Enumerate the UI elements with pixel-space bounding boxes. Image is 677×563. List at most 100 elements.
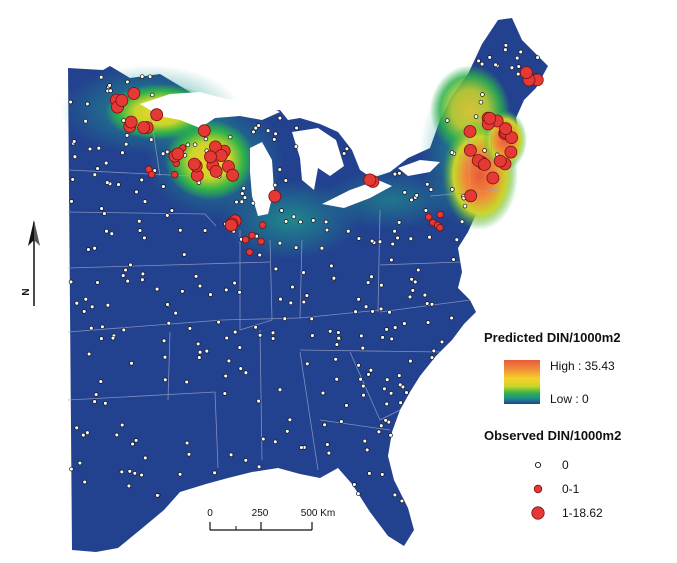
- site-marker-zero: [139, 472, 144, 478]
- site-marker-zero: [232, 329, 238, 335]
- site-marker-zero: [273, 266, 279, 272]
- site-marker-high: [505, 131, 519, 145]
- site-marker-zero: [114, 432, 120, 438]
- site-marker-zero: [273, 131, 278, 137]
- site-marker-high: [363, 173, 377, 187]
- site-marker-zero: [208, 292, 213, 297]
- north-label: N: [21, 288, 32, 295]
- site-marker-zero: [272, 182, 278, 188]
- site-marker-zero: [320, 390, 326, 396]
- site-marker-zero: [184, 379, 189, 385]
- site-marker-zero: [390, 241, 395, 247]
- site-marker-zero: [356, 297, 361, 302]
- site-marker-zero: [346, 228, 351, 234]
- site-marker-zero: [451, 257, 456, 262]
- site-marker-zero: [503, 43, 509, 48]
- site-marker-zero: [384, 327, 389, 332]
- site-marker-high: [171, 147, 185, 161]
- site-marker-zero: [143, 455, 148, 461]
- site-marker-zero: [119, 469, 125, 475]
- site-marker-high: [463, 143, 477, 157]
- site-marker-zero: [503, 47, 508, 52]
- site-marker-zero: [95, 166, 100, 171]
- site-marker-zero: [309, 316, 314, 322]
- site-marker-zero: [360, 345, 366, 351]
- site-marker-zero: [72, 154, 78, 159]
- site-marker-zero: [324, 227, 330, 233]
- observed-legend-title: Observed DIN/1000m2: [484, 428, 621, 443]
- site-marker-zero: [392, 325, 398, 330]
- site-marker-zero: [493, 62, 498, 68]
- site-marker-mid: [245, 248, 254, 256]
- site-marker-zero: [392, 492, 398, 498]
- site-marker-zero: [344, 403, 349, 408]
- site-marker-high: [209, 164, 223, 178]
- site-marker-zero: [336, 335, 341, 341]
- site-marker-zero: [125, 278, 130, 284]
- site-marker-zero: [165, 213, 170, 218]
- site-marker-zero: [224, 287, 229, 293]
- site-marker-zero: [162, 354, 168, 360]
- site-marker-high: [226, 168, 240, 182]
- site-marker-zero: [425, 320, 431, 325]
- site-marker-zero: [402, 190, 407, 195]
- observed-legend-symbol-0-1: [533, 484, 543, 494]
- site-marker-zero: [378, 306, 384, 312]
- site-marker-zero: [339, 419, 344, 424]
- site-marker-zero: [334, 342, 340, 347]
- site-marker-zero: [93, 392, 99, 397]
- site-marker-zero: [290, 284, 295, 290]
- north-arrow: N: [21, 220, 40, 306]
- site-marker-zero: [142, 199, 148, 204]
- site-marker-zero: [409, 277, 414, 282]
- site-marker-zero: [369, 274, 374, 279]
- site-marker-zero: [253, 324, 258, 330]
- site-marker-zero: [344, 146, 350, 152]
- site-marker-high: [115, 94, 129, 107]
- site-marker-zero: [81, 309, 87, 314]
- site-marker-zero: [102, 211, 107, 216]
- site-marker-zero: [283, 178, 289, 183]
- site-marker-zero: [277, 167, 283, 172]
- observed-sites-1-18: [110, 66, 544, 232]
- site-marker-zero: [408, 236, 414, 241]
- site-marker-zero: [282, 316, 288, 321]
- site-marker-high: [137, 121, 151, 134]
- site-marker-zero: [202, 228, 208, 233]
- site-marker-zero: [237, 345, 243, 350]
- observed-sites-0-1: [145, 144, 444, 256]
- site-marker-zero: [310, 333, 315, 338]
- site-marker-high: [520, 66, 533, 79]
- site-marker-zero: [186, 452, 192, 457]
- site-marker-zero: [100, 324, 105, 330]
- site-marker-zero: [126, 483, 132, 489]
- site-marker-mid: [241, 236, 250, 244]
- site-marker-zero: [238, 366, 243, 371]
- site-marker-zero: [83, 296, 89, 302]
- site-marker-zero: [384, 377, 390, 382]
- lake-huron: [292, 128, 344, 190]
- site-marker-zero: [130, 441, 135, 447]
- site-marker-zero: [132, 471, 138, 476]
- site-marker-zero: [70, 177, 75, 182]
- site-marker-zero: [116, 182, 121, 187]
- site-marker-zero: [516, 64, 521, 69]
- site-marker-zero: [482, 148, 487, 153]
- site-marker-zero: [169, 208, 175, 213]
- site-marker-zero: [361, 383, 366, 389]
- site-marker-zero: [237, 290, 242, 295]
- site-marker-zero: [99, 206, 104, 211]
- site-marker-zero: [301, 270, 306, 275]
- site-marker-zero: [270, 336, 276, 341]
- site-marker-zero: [165, 149, 170, 155]
- site-marker-zero: [429, 302, 435, 307]
- site-marker-zero: [161, 338, 167, 344]
- site-marker-zero: [389, 336, 394, 342]
- site-marker-zero: [423, 208, 429, 213]
- scale-tick-0: 0: [207, 508, 213, 519]
- site-marker-zero: [283, 219, 289, 224]
- site-marker-zero: [298, 219, 303, 225]
- site-marker-zero: [185, 142, 191, 148]
- site-marker-zero: [380, 335, 385, 340]
